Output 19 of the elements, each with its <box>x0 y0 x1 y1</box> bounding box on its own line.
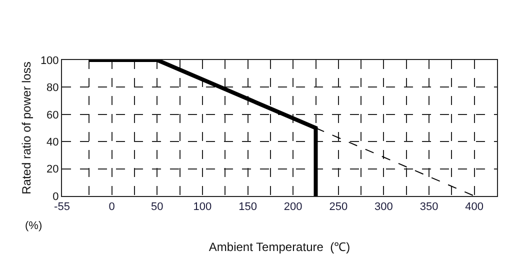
x-tick-label: 0 <box>108 201 115 214</box>
x-tick-label: 300 <box>374 201 393 214</box>
x-tick-label: 250 <box>329 201 348 214</box>
x-tick-label: 50 <box>151 201 164 214</box>
y-tick-label: 40 <box>46 136 59 148</box>
x-tick-label: 100 <box>193 201 212 214</box>
text: (%) <box>25 220 42 232</box>
y-tick-label: 100 <box>40 54 59 67</box>
x-tick-label: 350 <box>420 201 438 214</box>
x-tick-label: 150 <box>238 201 257 214</box>
y-axis-title: Rated ratio of power loss <box>20 62 34 194</box>
x-tick-label: -55 <box>54 201 70 214</box>
y-tick-label: 60 <box>46 109 59 122</box>
x-axis-title: Ambient Temperature (℃) <box>208 240 350 254</box>
x-tick-label: 200 <box>284 201 302 214</box>
y-tick-label: 0 <box>52 190 59 203</box>
y-tick-label: 80 <box>46 82 59 94</box>
x-tick-label: 400 <box>465 201 484 214</box>
y-tick-label: 20 <box>46 164 59 176</box>
